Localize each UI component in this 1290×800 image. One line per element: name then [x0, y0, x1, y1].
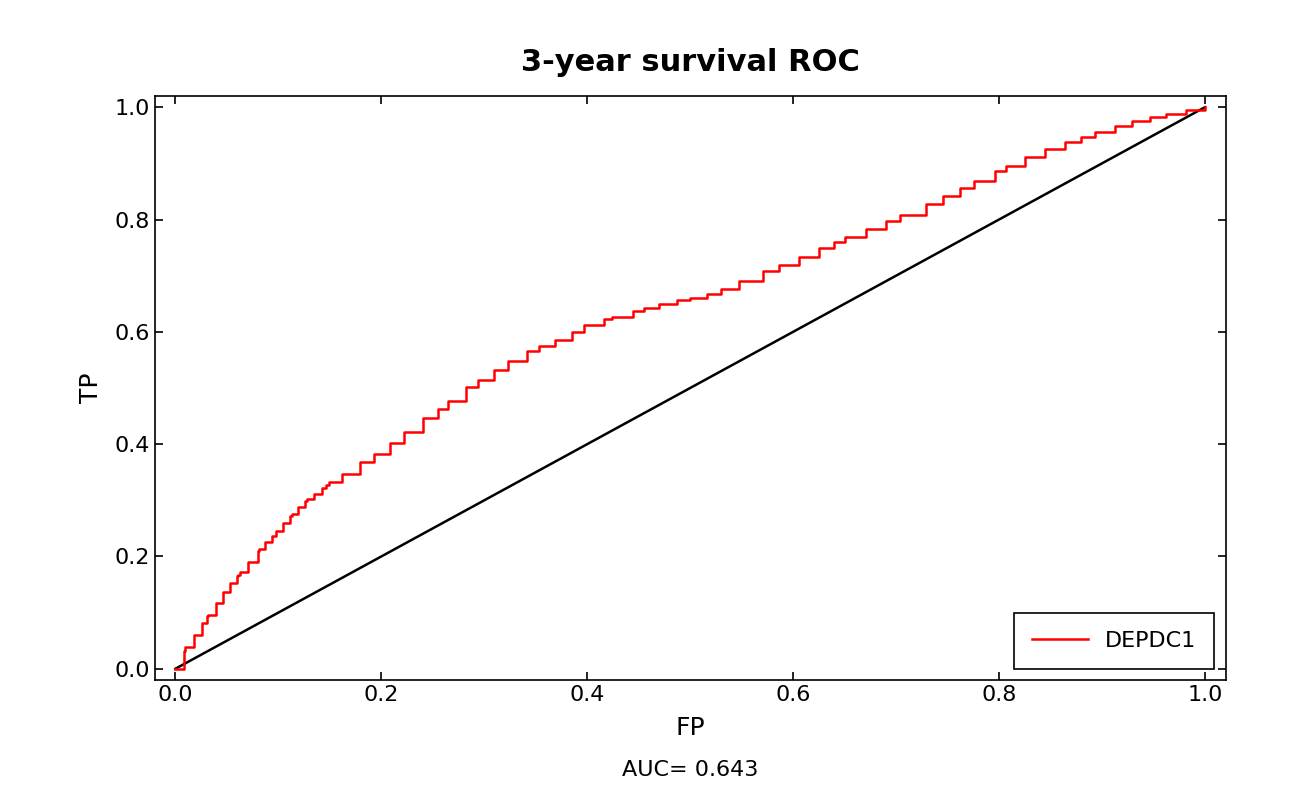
X-axis label: FP: FP — [676, 716, 704, 740]
Text: AUC= 0.643: AUC= 0.643 — [622, 760, 759, 780]
Legend: DEPDC1: DEPDC1 — [1014, 614, 1214, 669]
Y-axis label: TP: TP — [79, 373, 103, 403]
Title: 3-year survival ROC: 3-year survival ROC — [521, 48, 859, 77]
